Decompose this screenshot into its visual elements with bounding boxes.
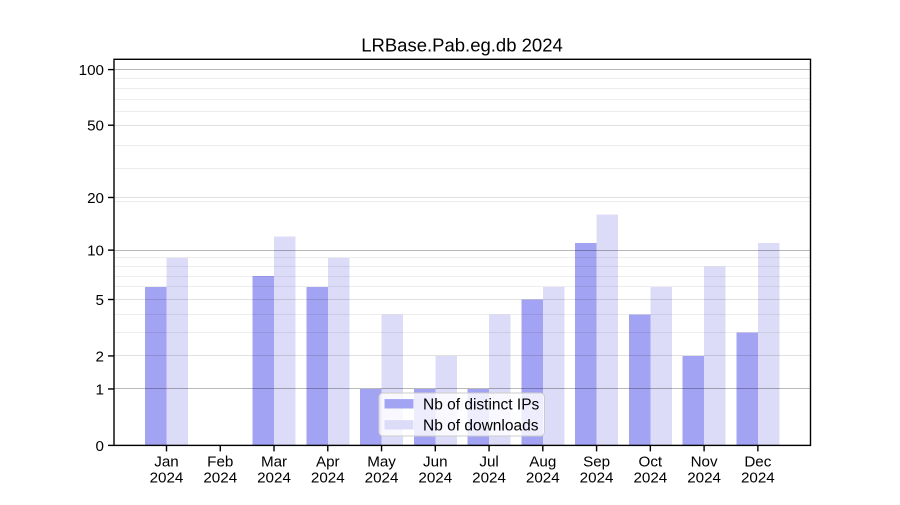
svg-text:Sep: Sep	[583, 453, 610, 470]
svg-text:Oct: Oct	[639, 453, 663, 470]
svg-text:50: 50	[87, 118, 104, 135]
svg-text:Jan: Jan	[154, 453, 179, 470]
svg-text:Feb: Feb	[207, 453, 233, 470]
svg-text:Mar: Mar	[261, 453, 287, 470]
svg-text:2024: 2024	[633, 469, 667, 486]
svg-text:2: 2	[96, 348, 104, 365]
svg-text:5: 5	[96, 292, 104, 309]
svg-text:2024: 2024	[150, 469, 184, 486]
svg-text:100: 100	[79, 62, 104, 79]
svg-text:Aug: Aug	[529, 453, 556, 470]
svg-text:0: 0	[96, 438, 104, 455]
svg-text:2024: 2024	[526, 469, 560, 486]
svg-text:2024: 2024	[472, 469, 506, 486]
svg-text:Dec: Dec	[744, 453, 771, 470]
svg-text:LRBase.Pab.eg.db 2024: LRBase.Pab.eg.db 2024	[361, 35, 563, 56]
svg-text:May: May	[367, 453, 396, 470]
svg-text:2024: 2024	[741, 469, 775, 486]
svg-text:Apr: Apr	[316, 453, 340, 470]
svg-text:Nb of distinct IPs: Nb of distinct IPs	[423, 396, 540, 413]
svg-text:2024: 2024	[311, 469, 345, 486]
svg-text:2024: 2024	[257, 469, 291, 486]
svg-text:2024: 2024	[687, 469, 721, 486]
svg-text:Nov: Nov	[691, 453, 718, 470]
svg-text:2024: 2024	[580, 469, 614, 486]
svg-text:1: 1	[96, 381, 104, 398]
svg-text:2024: 2024	[418, 469, 452, 486]
svg-text:Jul: Jul	[479, 453, 498, 470]
svg-text:2024: 2024	[203, 469, 237, 486]
svg-text:Nb of downloads: Nb of downloads	[423, 417, 539, 434]
svg-text:Jun: Jun	[423, 453, 448, 470]
svg-text:10: 10	[87, 243, 104, 260]
svg-text:20: 20	[87, 190, 104, 207]
svg-text:2024: 2024	[365, 469, 399, 486]
